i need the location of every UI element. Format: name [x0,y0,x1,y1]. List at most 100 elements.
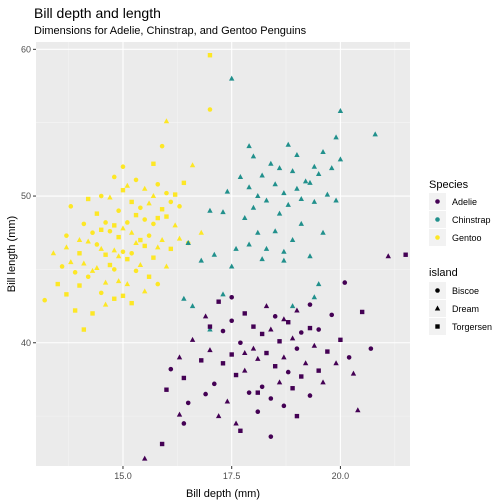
data-point-adelie [276,379,283,385]
data-point-gentoo [90,230,95,236]
data-point-gentoo [163,263,170,269]
data-point-gentoo [159,237,165,243]
data-point-chinstrap [211,251,218,257]
data-point-gentoo [142,288,148,294]
y-tick-label: 40 [21,338,31,348]
legend-label-biscoe: Biscoe [452,286,479,296]
data-point-gentoo [107,262,113,268]
data-point-adelie [216,299,221,304]
data-point-gentoo [63,244,70,250]
data-point-gentoo [146,233,152,238]
data-point-adelie [224,398,231,404]
data-point-adelie [264,350,269,356]
data-point-gentoo [50,250,57,256]
data-point-chinstrap [337,156,344,162]
data-point-gentoo [198,229,204,235]
data-point-adelie [403,252,408,257]
data-point-gentoo [155,182,161,187]
data-point-adelie [229,352,234,357]
data-point-adelie [268,434,274,439]
data-point-gentoo [94,264,100,270]
data-point-adelie [199,358,204,363]
data-point-gentoo [90,311,95,316]
data-point-chinstrap [329,165,335,171]
data-point-adelie [286,320,291,325]
data-point-adelie [281,354,287,360]
data-point-chinstrap [207,207,213,213]
data-point-adelie [277,339,282,344]
data-point-chinstrap [294,151,300,157]
data-point-chinstrap [250,204,257,210]
data-point-gentoo [85,196,91,202]
data-point-adelie [215,413,222,419]
data-point-adelie [176,411,183,417]
data-point-gentoo [129,300,134,306]
data-point-adelie [307,393,313,398]
y-tick-label: 50 [21,191,31,201]
data-point-chinstrap [185,239,191,245]
data-point-adelie [307,302,313,307]
data-point-gentoo [64,292,69,297]
data-point-adelie [259,331,265,337]
data-point-gentoo [98,245,104,251]
data-point-adelie [346,355,352,360]
data-point-adelie [233,420,239,426]
data-points [42,53,408,461]
data-point-gentoo [115,253,122,259]
data-point-gentoo [133,239,139,245]
data-point-gentoo [55,281,60,287]
data-point-gentoo [155,215,160,221]
data-point-chinstrap [237,173,244,179]
data-point-adelie [316,327,321,332]
data-point-adelie [220,328,226,334]
legend-island-title: island [429,267,458,279]
data-point-gentoo [129,199,134,205]
data-point-chinstrap [228,75,235,81]
data-point-chinstrap [242,215,248,221]
data-point-chinstrap [259,172,265,178]
data-point-adelie [229,318,234,324]
data-point-adelie [207,347,213,353]
data-point-gentoo [164,214,169,219]
data-point-adelie [272,314,278,319]
data-point-chinstrap [315,171,322,177]
data-point-adelie [302,360,309,366]
data-point-adelie [142,455,148,461]
data-point-adelie [290,386,295,391]
data-point-adelie [259,384,265,390]
data-point-gentoo [77,251,82,256]
legend-key-adelie [435,199,440,204]
data-point-gentoo [172,222,178,228]
data-point-gentoo [102,279,109,285]
data-point-gentoo [77,283,82,288]
data-point-chinstrap [311,163,318,169]
data-point-gentoo [124,182,131,188]
data-point-gentoo [120,293,126,299]
plot-panel [36,42,410,466]
data-point-gentoo [181,180,187,186]
data-point-adelie [238,428,243,433]
data-point-chinstrap [372,131,378,137]
data-point-chinstrap [311,198,318,204]
data-point-gentoo [120,225,126,231]
data-point-adelie [229,294,234,300]
data-point-gentoo [124,281,131,287]
data-point-adelie [263,303,270,309]
data-point-gentoo [133,268,139,274]
y-axis-title: Bill length (mm) [6,216,18,292]
data-point-adelie [242,367,248,373]
data-point-adelie [268,396,274,401]
data-point-gentoo [142,243,147,249]
data-point-adelie [251,324,256,329]
data-point-gentoo [168,199,174,205]
data-point-adelie [294,413,300,419]
data-point-adelie [168,366,174,372]
data-point-chinstrap [250,153,257,159]
data-point-gentoo [155,244,161,250]
legend-species-title: Species [429,179,469,191]
x-tick-label: 17.5 [223,471,241,481]
data-point-gentoo [120,164,126,170]
data-point-chinstrap [255,229,261,235]
data-point-gentoo [72,308,78,313]
data-point-gentoo [151,161,156,166]
